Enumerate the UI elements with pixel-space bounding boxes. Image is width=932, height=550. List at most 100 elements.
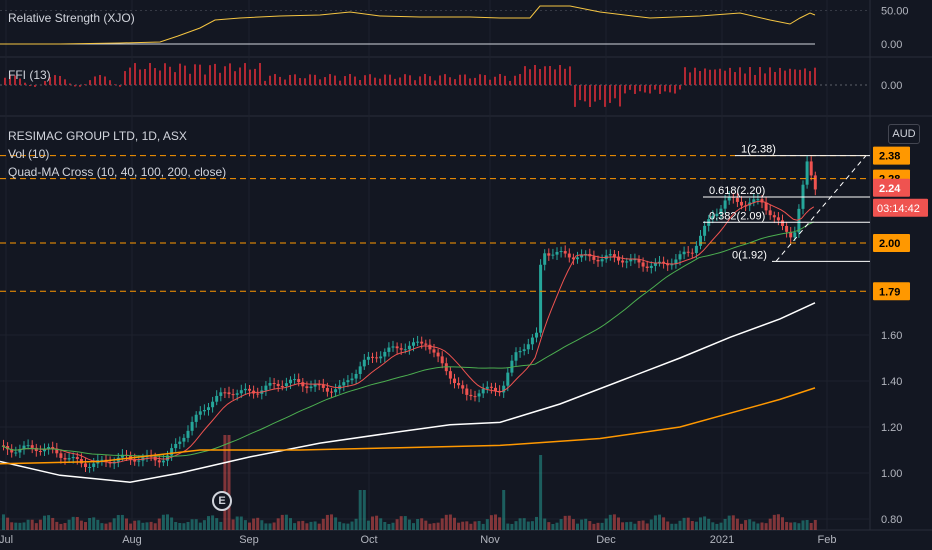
ffi-bar [194,64,196,85]
candle-body [383,351,387,357]
ffi-bar [414,80,416,85]
volume-bar [633,523,637,530]
candle-body [592,256,596,260]
candle-body [637,259,641,263]
volume-bar [71,516,75,530]
candle-body [321,384,325,388]
volume-bar [272,522,276,530]
earnings-marker[interactable]: E [212,491,232,511]
ffi-bar [279,76,281,85]
candle-body [473,396,477,398]
candle-body [358,366,362,374]
ffi-bar [154,68,156,85]
candle-body [461,385,465,389]
volume-bar [330,514,333,530]
volume-bar [309,521,313,530]
volume-bar [457,522,461,530]
ffi-bar [199,64,201,85]
candle-body [612,254,616,257]
volume-bar [584,518,588,530]
candle-body [63,457,67,460]
candle-body [694,245,698,253]
candle-body [629,259,633,262]
ffi-bar [744,73,746,85]
volume-bar [424,520,428,530]
candle-body [489,386,493,388]
volume-bar [252,518,256,530]
candle-body [71,457,75,459]
volume-bar [719,522,723,530]
volume-bar [215,518,219,530]
ffi-bar [519,74,521,85]
candle-body [92,463,96,467]
ffi-bar [569,66,571,85]
candle-body [276,383,280,387]
ma200-line [0,387,816,465]
ffi-bar [164,63,166,85]
volume-bar [489,515,493,530]
candle-body [272,383,276,385]
ffi-bar [514,75,516,85]
ffi-bar [704,68,706,85]
candle-body [617,256,620,261]
candle-body [776,217,780,221]
ffi-bar [814,67,816,85]
ffi-bar [804,68,806,85]
volume-bar [289,518,292,530]
ffi-bar [249,69,251,85]
candle-body [768,210,772,216]
ffi-bar [759,67,761,85]
volume-bar [711,522,715,530]
ffi-bar [774,71,776,85]
candle-body [202,409,206,412]
volume-bar [645,523,649,530]
candle-body [133,459,137,462]
volume-bar [235,516,239,530]
ffi-bar [189,73,191,85]
ffi-bar [214,63,216,85]
price-level-tag-label: 2.38 [879,151,900,163]
ffi-bar [264,80,266,85]
ffi-bar [229,63,231,85]
volume-bar [84,522,87,530]
volume-bar [727,515,731,530]
volume-bar [514,521,518,530]
ffi-bar [454,79,456,85]
candle-body [174,443,178,449]
ffi-bar [504,75,506,85]
candle-body [88,466,92,468]
volume-bar [682,517,686,530]
ffi-bar [89,80,91,85]
volume-bar [772,514,776,530]
candle-body [666,263,670,266]
candle-body [580,254,584,258]
candle-body [190,421,194,431]
ffi-bar [24,82,26,85]
ffi-bar [399,77,401,85]
volume-bar [284,514,288,530]
ffi-bar [669,85,671,93]
candle-body [289,379,292,384]
ffi-bar [429,76,431,85]
ffi-bar [54,75,56,85]
candle-body [428,344,432,350]
ffi-bar [149,63,151,85]
x-tick-label: Oct [360,534,377,546]
candle-body [465,388,469,395]
volume-bar [149,521,153,530]
ffi-bar [389,74,391,85]
ffi-bar [614,85,616,99]
volume-bar [141,522,145,530]
ffi-bar [564,68,566,85]
volume-bar [161,514,165,530]
candle-body [641,262,645,267]
candle-body [485,386,489,389]
currency-button[interactable]: AUD [888,124,920,144]
ffi-bar [114,84,116,85]
candle-body [797,208,801,233]
ffi-bar [779,67,781,85]
volume-bar [686,517,690,530]
ffi-bar [489,79,491,85]
volume-bar [34,523,38,530]
